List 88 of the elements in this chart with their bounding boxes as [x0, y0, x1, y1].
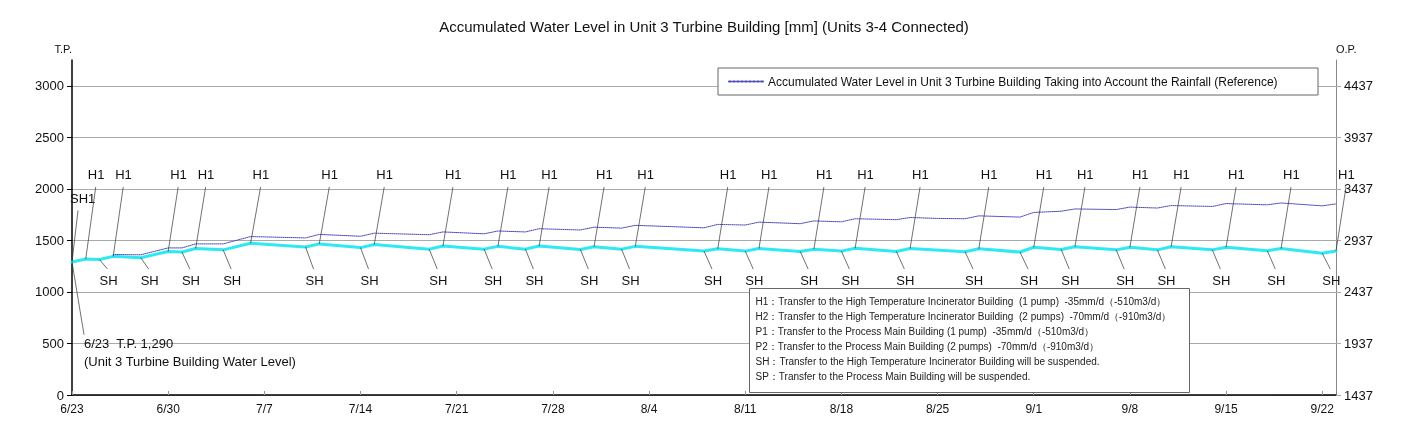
annotation: H1	[321, 167, 338, 183]
annotation: SH	[1157, 272, 1176, 288]
y2-tick-label: 1437	[1344, 387, 1373, 403]
annotation: H1：Transfer to the High Temperature Incinerator Building (1 pump) -35mm/d（-510m3/d）	[755, 296, 1167, 307]
annotation: SH	[484, 272, 503, 288]
annotation: SH	[800, 272, 819, 288]
x-tick-label: 7/14	[348, 402, 373, 416]
x-tick-label: 8/18	[829, 402, 854, 416]
y2-tick-label: 1937	[1344, 335, 1373, 351]
annotation: H1	[252, 167, 270, 183]
y2-tick-label: 2437	[1344, 284, 1373, 300]
annotation: SH	[1212, 272, 1231, 288]
annotation: H2：Transfer to the High Temperature Incinerator Building (2 pumps) -70mm/d（-910m3/d）	[755, 311, 1172, 322]
x-tick-label: 7/28	[541, 402, 565, 416]
annotation: H1	[637, 167, 654, 183]
y2-tick-label: 2937	[1344, 232, 1373, 248]
annotation: SH	[621, 272, 640, 288]
y2-tick-label: 3437	[1344, 181, 1373, 197]
annotation: H1	[499, 167, 517, 183]
x-tick-label: 9/15	[1214, 402, 1239, 416]
annotation: H1	[719, 167, 737, 183]
annotation: SH	[181, 272, 200, 288]
annotation: SH	[99, 272, 118, 288]
annotation: SH	[140, 272, 159, 288]
annotation: SH：Transfer to the High Temperature Incinerator Building will be suspended.	[755, 356, 1100, 367]
annotation: H1	[1076, 167, 1094, 183]
annotation: SH	[1267, 272, 1286, 288]
annotation: P1：Transfer to the Process Main Building (1 pump) -35mm/d（-510m3/d）	[755, 326, 1095, 337]
annotation: 6/23 T.P. 1,290 (Unit 3 Turbine Building Water Level)	[84, 336, 296, 370]
x-tick-label: 7/7	[256, 402, 274, 416]
y-tick-label: 2000	[35, 181, 64, 197]
x-tick-label: 6/30	[156, 402, 181, 416]
annotation: SH	[305, 272, 324, 288]
x-tick-label: 8/11	[733, 402, 757, 416]
x-tick-label: 6/23	[60, 402, 84, 416]
annotation: H1	[596, 167, 613, 183]
annotation: SH	[965, 272, 984, 288]
annotation: SH	[1020, 272, 1039, 288]
y-tick-label: 3000	[35, 78, 64, 94]
x-tick-label: 7/21	[445, 402, 469, 416]
annotation: SP：Transfer to the Process Main Building will be suspended.	[755, 371, 1031, 382]
x-tick-label: 8/4	[640, 402, 658, 416]
y-tick-label: 500	[42, 335, 64, 351]
annotation: H1	[1131, 167, 1149, 183]
y2-tick-label: 4437	[1344, 78, 1373, 94]
annotation: H1	[197, 167, 215, 183]
annotation: H1	[980, 167, 998, 183]
legend-label: Accumulated Water Level in Unit 3 Turbine Building Taking into Account the Rainfall (Reference)	[768, 74, 1278, 89]
y-tick-label: 1500	[35, 232, 64, 248]
annotation: H1	[1283, 167, 1300, 183]
annotation: H1	[541, 167, 558, 183]
y-tick-label: 1000	[35, 284, 64, 300]
annotation: SH	[841, 272, 860, 288]
annotation: H1	[1035, 167, 1053, 183]
annotation: SH	[896, 272, 915, 288]
x-tick-label: 9/22	[1310, 402, 1335, 416]
annotation: SH	[525, 272, 544, 288]
annotation: H1	[1173, 167, 1190, 183]
y2-axis-title: O.P.	[1336, 42, 1357, 55]
y-axis-title: T.P.	[54, 42, 72, 55]
annotation: H1	[115, 167, 132, 183]
annotation: H1	[87, 167, 105, 183]
annotation: SH	[580, 272, 599, 288]
annotation: SH	[223, 272, 242, 288]
x-tick-label: 9/1	[1025, 402, 1043, 416]
annotation: H1	[815, 167, 833, 183]
annotation: SH	[745, 272, 764, 288]
annotation: H1	[1338, 167, 1355, 183]
y-tick-label: 2500	[35, 129, 64, 145]
annotation: H1	[912, 167, 929, 183]
annotation: H1	[1228, 167, 1245, 183]
annotation: SH	[360, 272, 379, 288]
annotation: SH	[1322, 272, 1341, 288]
x-tick-label: 8/25	[925, 402, 950, 416]
annotation: SH	[1061, 272, 1080, 288]
annotation: SH	[429, 272, 448, 288]
x-tick-label: 9/8	[1121, 402, 1139, 416]
annotation: SH	[1116, 272, 1135, 288]
annotation: H1	[444, 167, 462, 183]
annotation: H1	[376, 167, 393, 183]
y2-tick-label: 3937	[1344, 129, 1373, 145]
y-tick-label: 0	[56, 387, 64, 403]
annotation: H1	[857, 167, 874, 183]
annotation: SH	[704, 272, 723, 288]
annotation: P2：Transfer to the Process Main Building (2 pumps) -70mm/d（-910m3/d）	[755, 341, 1100, 352]
annotation: H1	[170, 167, 187, 183]
chart-title: Accumulated Water Level in Unit 3 Turbine Building [mm] (Units 3-4 Connected)	[439, 18, 969, 35]
annotation: H1	[760, 167, 778, 183]
